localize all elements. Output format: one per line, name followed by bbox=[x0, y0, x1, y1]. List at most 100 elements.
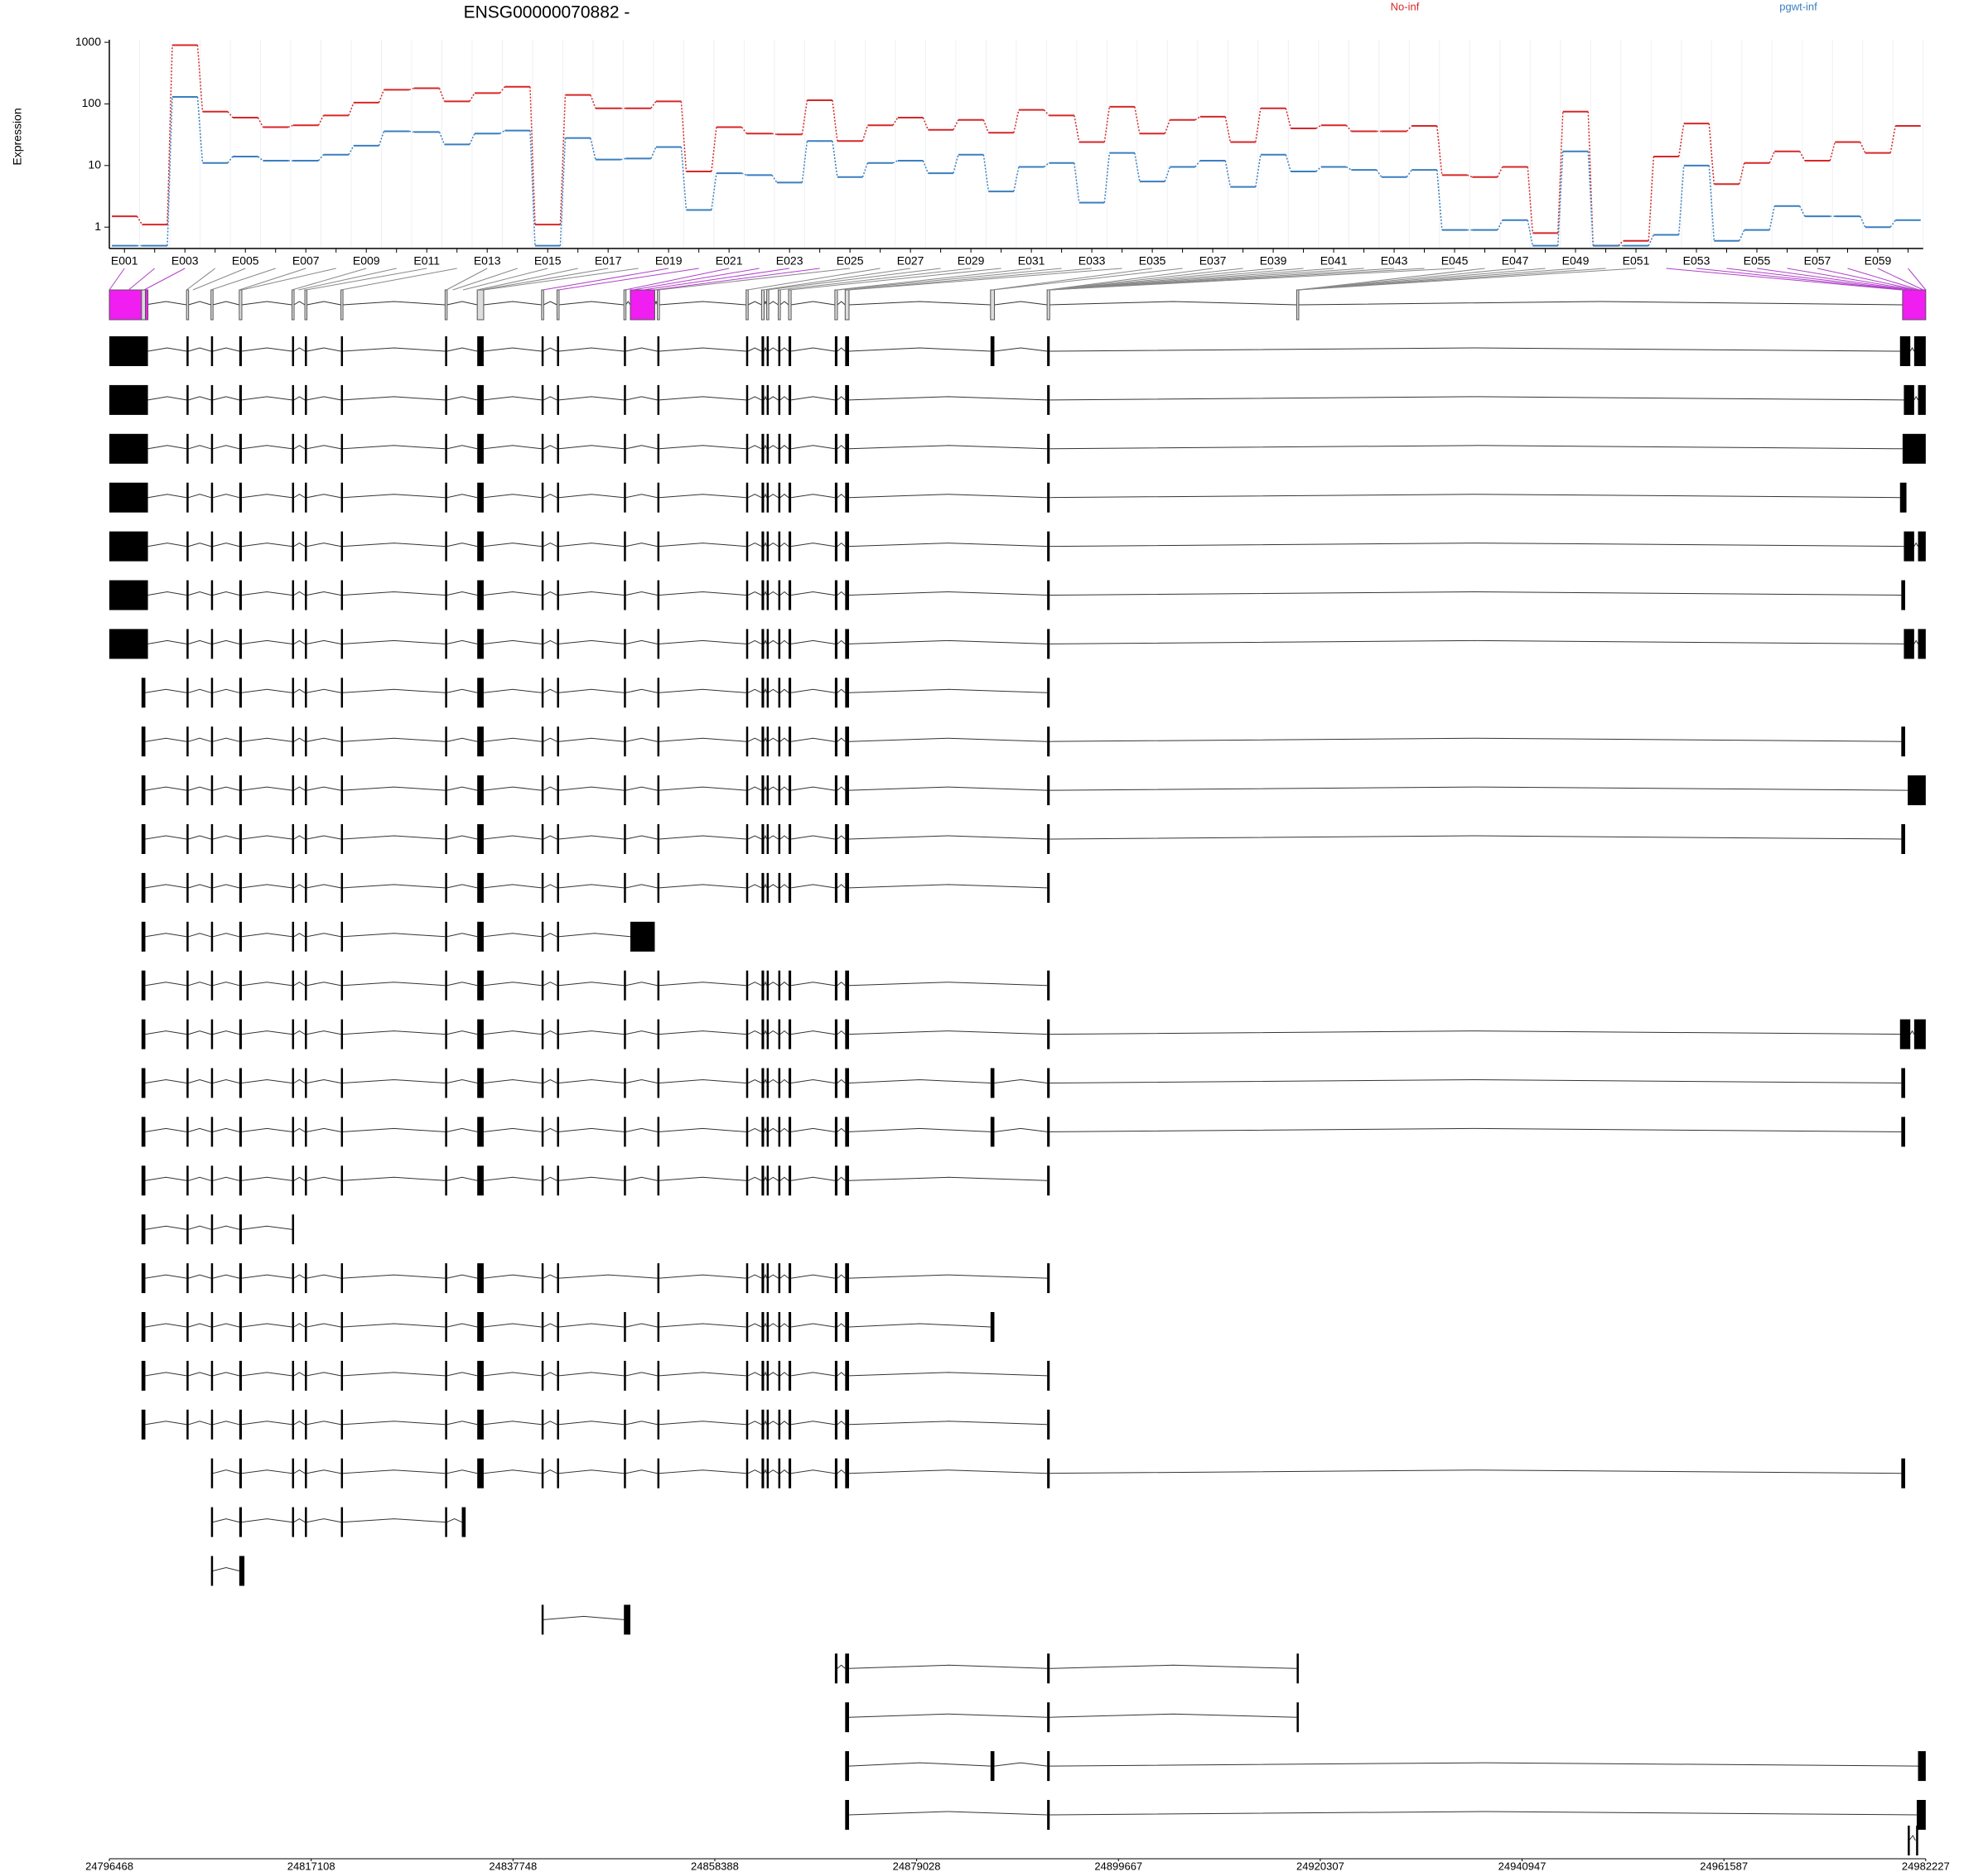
exon bbox=[761, 1458, 765, 1488]
intron bbox=[293, 688, 306, 693]
exon bbox=[624, 1360, 626, 1391]
exon bbox=[845, 1068, 849, 1098]
intron bbox=[764, 542, 768, 547]
exon bbox=[834, 824, 838, 854]
intron bbox=[791, 737, 835, 742]
intron bbox=[659, 301, 746, 306]
exon bbox=[761, 1312, 765, 1342]
exon bbox=[766, 1117, 770, 1147]
y-tick-label: 1 bbox=[94, 220, 101, 233]
intron bbox=[483, 786, 542, 791]
intron bbox=[342, 737, 446, 742]
intron bbox=[747, 1323, 762, 1328]
intron bbox=[779, 1421, 789, 1426]
exon bbox=[210, 1019, 214, 1049]
exon bbox=[845, 824, 849, 854]
intron bbox=[543, 445, 557, 450]
intron bbox=[747, 347, 762, 352]
exon bbox=[239, 1409, 242, 1440]
exon bbox=[186, 1019, 189, 1049]
exon bbox=[746, 824, 749, 854]
intron bbox=[994, 1762, 1048, 1767]
intron bbox=[293, 1323, 306, 1328]
exon bbox=[239, 678, 242, 708]
exon bbox=[761, 775, 765, 806]
intron bbox=[212, 445, 239, 450]
exon bbox=[186, 531, 189, 562]
intron bbox=[188, 1127, 211, 1132]
intron bbox=[558, 639, 625, 644]
exon bbox=[624, 384, 626, 415]
exon bbox=[541, 482, 544, 513]
intron bbox=[764, 1322, 768, 1328]
intron bbox=[483, 445, 542, 450]
intron bbox=[791, 1176, 835, 1181]
intron bbox=[747, 543, 762, 548]
intron bbox=[306, 301, 341, 306]
exon bbox=[141, 1409, 146, 1440]
step-connector bbox=[1889, 220, 1896, 228]
intron bbox=[764, 785, 768, 791]
intron bbox=[543, 639, 557, 644]
exon bbox=[657, 1409, 660, 1440]
step-connector bbox=[1406, 169, 1412, 178]
intron bbox=[446, 301, 478, 306]
intron bbox=[1049, 1713, 1297, 1718]
intron bbox=[342, 543, 446, 548]
exon-connector bbox=[306, 268, 427, 291]
x-tick-label: E009 bbox=[353, 254, 380, 268]
exon bbox=[541, 1604, 544, 1635]
intron bbox=[212, 1176, 239, 1181]
exon bbox=[239, 872, 242, 903]
intron bbox=[543, 737, 557, 742]
exon bbox=[834, 1360, 838, 1391]
intron bbox=[558, 688, 625, 693]
intron bbox=[747, 494, 762, 499]
intron bbox=[764, 883, 768, 889]
step-connector bbox=[287, 124, 294, 128]
exon-connector bbox=[557, 268, 699, 291]
step-connector bbox=[1708, 165, 1715, 241]
exon bbox=[845, 1751, 849, 1782]
intron bbox=[848, 1030, 1048, 1035]
step-connector bbox=[1436, 170, 1443, 230]
exon bbox=[340, 629, 344, 659]
exon bbox=[292, 1507, 295, 1537]
intron bbox=[837, 591, 846, 596]
exon bbox=[541, 580, 544, 610]
intron bbox=[188, 445, 211, 450]
intron bbox=[848, 835, 1048, 840]
exon bbox=[657, 629, 660, 659]
exon bbox=[109, 629, 148, 659]
intron bbox=[241, 494, 292, 499]
exon bbox=[239, 1214, 242, 1245]
intron bbox=[625, 1469, 658, 1474]
exon bbox=[624, 531, 626, 562]
exon-connector bbox=[632, 268, 760, 291]
exon bbox=[239, 1019, 242, 1049]
exon bbox=[761, 482, 765, 513]
exon bbox=[461, 1507, 466, 1537]
intron bbox=[558, 1323, 625, 1328]
x-tick-label: E023 bbox=[776, 254, 803, 268]
genome-tick-label: 24796468 bbox=[85, 1860, 133, 1872]
intron bbox=[188, 884, 211, 889]
intron bbox=[188, 396, 211, 401]
intron bbox=[659, 396, 746, 401]
exon bbox=[624, 1409, 626, 1440]
intron bbox=[791, 1127, 835, 1132]
intron bbox=[791, 786, 835, 791]
intron bbox=[1908, 1835, 1916, 1841]
intron bbox=[791, 1421, 835, 1426]
intron bbox=[212, 1323, 239, 1328]
intron bbox=[188, 1274, 211, 1279]
step-connector bbox=[1557, 111, 1564, 234]
exon bbox=[477, 1165, 484, 1196]
exon bbox=[657, 824, 660, 854]
x-tick-label: E003 bbox=[171, 254, 199, 268]
exon bbox=[557, 1068, 559, 1098]
intron bbox=[791, 1030, 835, 1035]
exon bbox=[1918, 384, 1926, 415]
step-connector bbox=[1557, 151, 1564, 246]
